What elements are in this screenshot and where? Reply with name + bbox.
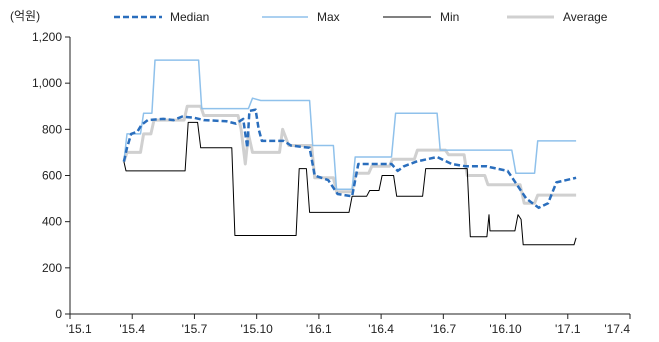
legend: Median Max Min Average <box>114 10 608 24</box>
y-tick-label: 400 <box>42 215 62 229</box>
x-tick-label: '15.1 <box>66 322 92 336</box>
x-tick-label: '15.4 <box>119 322 145 336</box>
series-line-min <box>123 121 577 246</box>
x-tick-label: '17.1 <box>555 322 581 336</box>
legend-item-median: Median <box>114 10 209 24</box>
series-line-median <box>122 108 577 210</box>
y-tick-label: 1,200 <box>32 30 62 44</box>
x-tick-label: '16.10 <box>489 322 522 336</box>
axes: 0 200 400 600 800 1,000 1,200 '15.1 '15.4 '15.7 '1… <box>32 30 631 336</box>
series-line-average <box>122 104 577 205</box>
y-tick-label: 0 <box>55 307 62 321</box>
y-tick-label: 800 <box>42 122 62 136</box>
series-line-max <box>123 59 577 191</box>
x-tick-label: '16.4 <box>368 322 394 336</box>
y-tick-label: 200 <box>42 261 62 275</box>
legend-label-max: Max <box>317 10 340 24</box>
x-tick-label: '16.1 <box>306 322 332 336</box>
x-tick-label: '16.7 <box>431 322 457 336</box>
x-tick-label: '17.4 <box>604 322 630 336</box>
y-tick-label: 1,000 <box>32 76 62 90</box>
x-tick-label: '15.7 <box>182 322 208 336</box>
legend-item-average: Average <box>507 10 608 24</box>
legend-label-average: Average <box>563 10 608 24</box>
legend-label-min: Min <box>440 10 459 24</box>
y-tick-label: 600 <box>42 169 62 183</box>
legend-item-min: Min <box>383 10 459 24</box>
legend-label-median: Median <box>170 10 209 24</box>
x-tick-label: '15.10 <box>241 322 274 336</box>
series-layer <box>122 59 577 246</box>
legend-item-max: Max <box>262 10 340 24</box>
y-unit-label: (억원) <box>10 9 40 23</box>
